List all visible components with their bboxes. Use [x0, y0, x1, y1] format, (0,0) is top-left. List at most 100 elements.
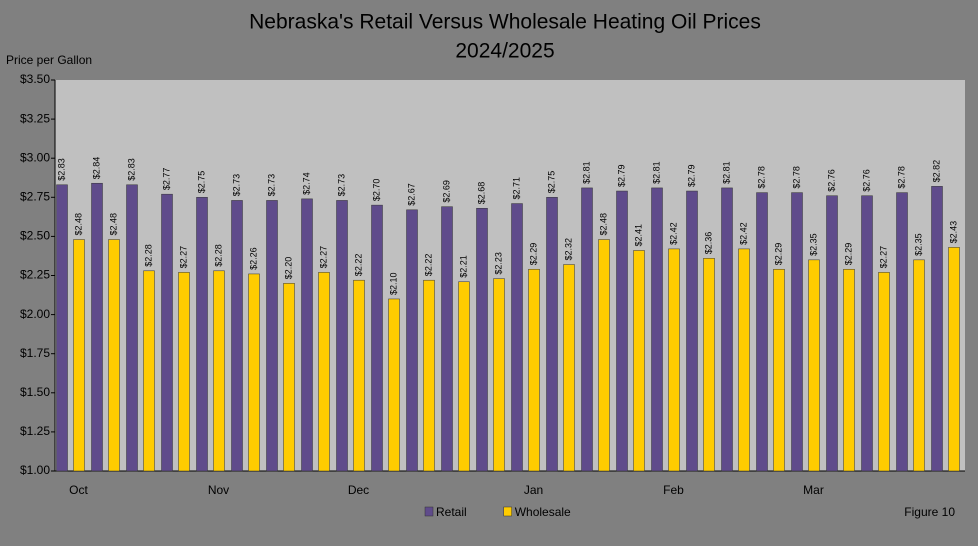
value-label: $2.20: [283, 257, 293, 280]
value-label: $2.79: [616, 165, 626, 188]
annotation: Figure 10: [904, 505, 955, 519]
bar: [861, 195, 873, 472]
bar: [843, 268, 855, 472]
bar: [528, 268, 540, 472]
value-label: $2.81: [721, 161, 731, 184]
value-label: $2.27: [178, 246, 188, 269]
y-tick-label: $2.50: [20, 229, 50, 243]
value-label: $2.27: [878, 246, 888, 269]
bar: [266, 200, 278, 472]
value-label: $2.81: [581, 161, 591, 184]
value-label: $2.83: [56, 158, 66, 181]
bar: [406, 209, 418, 472]
value-label: $2.35: [913, 233, 923, 256]
bar: [283, 283, 295, 472]
x-tick-label: Jan: [524, 483, 543, 497]
x-tick-label: Nov: [208, 483, 229, 497]
value-label: $2.48: [108, 213, 118, 236]
value-label: $2.42: [738, 222, 748, 245]
bar: [388, 298, 400, 472]
y-tick-label: $2.00: [20, 307, 50, 321]
bar: [913, 259, 925, 472]
value-label: $2.28: [213, 244, 223, 267]
bar: [773, 268, 785, 472]
value-label: $2.76: [861, 169, 871, 192]
value-label: $2.84: [91, 157, 101, 180]
bar: [668, 248, 680, 472]
value-label: $2.29: [843, 243, 853, 266]
bar: [581, 187, 593, 472]
value-label: $2.81: [651, 161, 661, 184]
legend-label: Retail: [436, 505, 467, 519]
bar: [196, 197, 208, 472]
bar: [371, 204, 383, 472]
y-tick-label: $1.50: [20, 385, 50, 399]
bar: [178, 272, 190, 472]
bar: [248, 273, 260, 472]
x-tick-label: Oct: [69, 483, 88, 497]
chart-title: Nebraska's Retail Versus Wholesale Heati…: [249, 11, 761, 34]
y-tick-label: $1.75: [20, 346, 50, 360]
value-label: $2.70: [371, 179, 381, 202]
value-label: $2.79: [686, 165, 696, 188]
value-label: $2.32: [563, 238, 573, 261]
bar: [948, 247, 960, 472]
value-label: $2.48: [598, 213, 608, 236]
legend-swatch: [503, 506, 512, 517]
value-label: $2.42: [668, 222, 678, 245]
value-label: $2.10: [388, 272, 398, 295]
value-label: $2.22: [353, 254, 363, 277]
value-label: $2.74: [301, 172, 311, 195]
bar: [108, 239, 120, 472]
bar: [126, 184, 138, 472]
legend-swatch: [424, 506, 434, 517]
value-label: $2.83: [126, 158, 136, 181]
bar: [91, 182, 103, 472]
bar: [318, 272, 330, 472]
x-tick-label: Dec: [348, 483, 369, 497]
bar: [301, 198, 313, 472]
bar: [546, 197, 558, 472]
bar: [808, 259, 820, 472]
bar: [493, 278, 505, 472]
y-tick-label: $3.00: [20, 150, 50, 164]
value-label: $2.27: [318, 246, 328, 269]
value-label: $2.69: [441, 180, 451, 203]
value-label: $2.41: [633, 224, 643, 247]
value-label: $2.29: [773, 243, 783, 266]
bar: [686, 190, 698, 472]
value-label: $2.73: [266, 174, 276, 197]
value-label: $2.28: [143, 244, 153, 267]
bar: [633, 250, 645, 472]
bar: [826, 195, 838, 472]
value-label: $2.29: [528, 243, 538, 266]
bar: [511, 203, 523, 472]
value-label: $2.26: [248, 247, 258, 270]
y-tick-label: $1.00: [20, 463, 50, 477]
value-label: $2.43: [948, 221, 958, 244]
y-tick-label: $2.25: [20, 268, 50, 282]
bar: [336, 200, 348, 472]
value-label: $2.78: [896, 166, 906, 189]
bar: [721, 187, 733, 472]
value-label: $2.71: [511, 177, 521, 200]
bar: [931, 186, 943, 472]
bar: [791, 192, 803, 472]
value-label: $2.21: [458, 255, 468, 278]
x-tick-label: Feb: [663, 483, 684, 497]
bar: [441, 206, 453, 472]
bar: [598, 239, 610, 472]
bar: [878, 272, 890, 472]
bar: [231, 200, 243, 472]
bar: [756, 192, 768, 472]
y-axis-label: Price per Gallon: [6, 53, 92, 67]
bar: [476, 207, 488, 472]
value-label: $2.73: [336, 174, 346, 197]
bar: [423, 279, 435, 472]
value-label: $2.77: [161, 168, 171, 191]
bar: [73, 239, 85, 472]
value-label: $2.76: [826, 169, 836, 192]
y-tick-label: $3.25: [20, 111, 50, 125]
bar: [616, 190, 628, 472]
bar: [161, 193, 173, 472]
